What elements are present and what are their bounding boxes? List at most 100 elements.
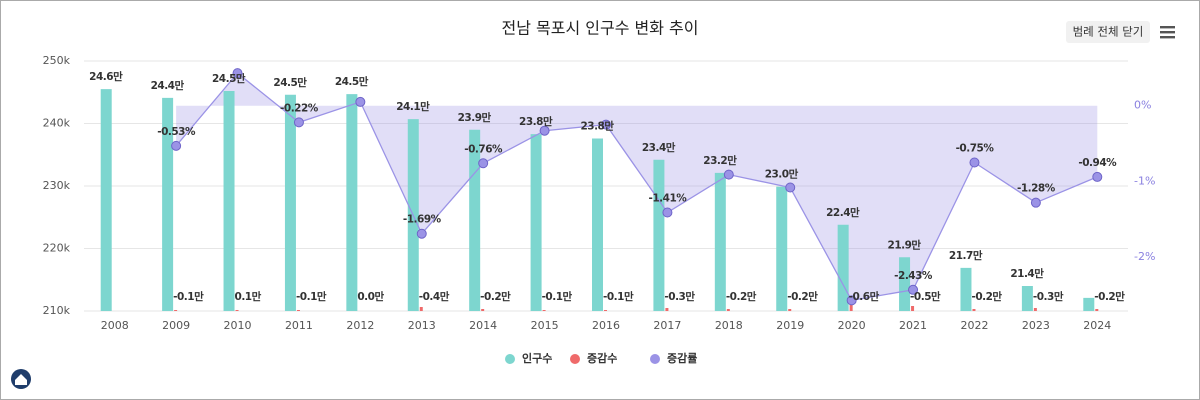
bar	[653, 159, 665, 311]
change-value-label: -0.1만	[603, 290, 634, 303]
bar-value-label: 24.5만	[212, 72, 246, 85]
x-tick-label: 2010	[224, 319, 252, 332]
bar-value-label: 23.2만	[703, 154, 737, 167]
change-bar	[174, 310, 178, 311]
rate-point	[355, 96, 366, 107]
change-bar	[1033, 308, 1037, 311]
x-tick-label: 2013	[408, 319, 436, 332]
rate-point	[908, 284, 919, 295]
rate-point	[171, 140, 182, 151]
bar	[837, 224, 849, 311]
change-bar	[419, 307, 423, 311]
bar-value-label: 23.9만	[458, 111, 492, 124]
x-tick-label: 2022	[960, 319, 988, 332]
change-bar	[542, 310, 546, 311]
change-value-label: -0.3만	[664, 290, 695, 303]
change-value-label: -0.2만	[787, 290, 818, 303]
bar-value-label: 21.4만	[1010, 267, 1044, 280]
y-tick-label: 230k	[43, 179, 71, 192]
x-tick-label: 2019	[776, 319, 804, 332]
menu-icon[interactable]	[1160, 26, 1175, 39]
change-value-label: -0.2만	[480, 290, 511, 303]
change-value-label: -0.2만	[726, 290, 757, 303]
change-value-label: -0.3만	[1033, 290, 1064, 303]
x-tick-label: 2011	[285, 319, 313, 332]
bar	[960, 267, 972, 311]
bar	[469, 129, 481, 311]
labels-layer: 24.6만 24.4만 24.5만 24.5만 24.5만 24.1만 23.9만 23.8만…	[89, 70, 1126, 303]
change-value-label: -0.2만	[1094, 290, 1125, 303]
legend-swatch	[505, 354, 515, 364]
change-value-label: -0.6만	[849, 290, 880, 303]
change-value-label: -0.1만	[296, 290, 327, 303]
change-bar	[665, 308, 669, 311]
change-bar	[1095, 309, 1099, 311]
rate-point	[478, 158, 489, 169]
rate-value-label: -0.94%	[1078, 157, 1117, 169]
rate-point	[416, 228, 427, 239]
rate-value-label: -1.28%	[1017, 183, 1056, 195]
rate-value-label: -0.75%	[956, 143, 995, 155]
rate-point	[785, 182, 796, 193]
y2-tick-label: -2%	[1134, 250, 1155, 263]
y-tick-label: 220k	[43, 242, 71, 255]
change-bar	[972, 309, 976, 311]
x-tick-label: 2014	[469, 319, 497, 332]
bar-value-label: 21.7만	[949, 249, 983, 262]
bar	[592, 138, 603, 311]
rate-value-label: -1.69%	[403, 214, 442, 226]
x-tick-label: 2008	[101, 319, 129, 332]
rate-point	[1092, 171, 1103, 182]
change-bar	[849, 305, 853, 311]
bar	[346, 94, 358, 311]
x-tick-label: 2020	[838, 319, 866, 332]
x-tick-label: 2009	[162, 319, 190, 332]
change-bar	[235, 310, 239, 311]
x-tick-label: 2023	[1022, 319, 1050, 332]
bar-value-label: 23.0만	[765, 168, 799, 181]
bar	[100, 89, 112, 311]
change-bar	[604, 310, 607, 311]
y-tick-label: 250k	[43, 54, 71, 67]
x-tick-label: 2018	[715, 319, 743, 332]
bar	[162, 97, 174, 311]
rate-point	[1030, 197, 1041, 208]
legend-swatch	[570, 354, 580, 364]
rate-value-label: -1.41%	[649, 193, 688, 205]
bar	[1021, 286, 1033, 311]
change-value-label: -0.5만	[910, 290, 941, 303]
grid-layer	[84, 60, 1128, 312]
change-value-label: 0.1만	[235, 290, 262, 303]
change-value-label: -0.1만	[542, 290, 573, 303]
bar	[284, 94, 296, 311]
rate-point	[232, 68, 243, 79]
rate-value-label: -0.76%	[464, 143, 503, 155]
bar	[776, 186, 788, 311]
x-tick-label: 2021	[899, 319, 927, 332]
bar-value-label: 21.9만	[888, 238, 922, 251]
change-bar	[726, 309, 730, 311]
legend-toggle-button[interactable]	[1066, 21, 1150, 43]
change-value-label: -0.2만	[971, 290, 1002, 303]
legend-label: 증감률	[667, 351, 697, 365]
rate-point	[723, 169, 734, 180]
rate-point	[601, 119, 611, 130]
x-tick-label: 2015	[531, 319, 559, 332]
change-bar	[911, 306, 915, 311]
legend-toggle-label[interactable]: 범례 전체 닫기	[1073, 25, 1144, 39]
bar-value-label: 24.5만	[335, 75, 369, 88]
y-tick-label: 210k	[43, 304, 71, 317]
bar-value-label: 24.6만	[89, 70, 123, 83]
line-layer	[171, 68, 1103, 306]
change-bar	[296, 310, 300, 311]
y-tick-label: 240k	[43, 117, 71, 130]
bar-value-label: 24.4만	[151, 79, 185, 92]
bar-value-label: 23.4만	[642, 141, 676, 154]
x-tick-label: 2024	[1083, 319, 1111, 332]
menu-bar	[1160, 26, 1175, 29]
change-bar	[788, 309, 792, 311]
x-tick-label: 2012	[346, 319, 374, 332]
rate-point	[293, 117, 304, 128]
rate-point	[846, 295, 857, 306]
